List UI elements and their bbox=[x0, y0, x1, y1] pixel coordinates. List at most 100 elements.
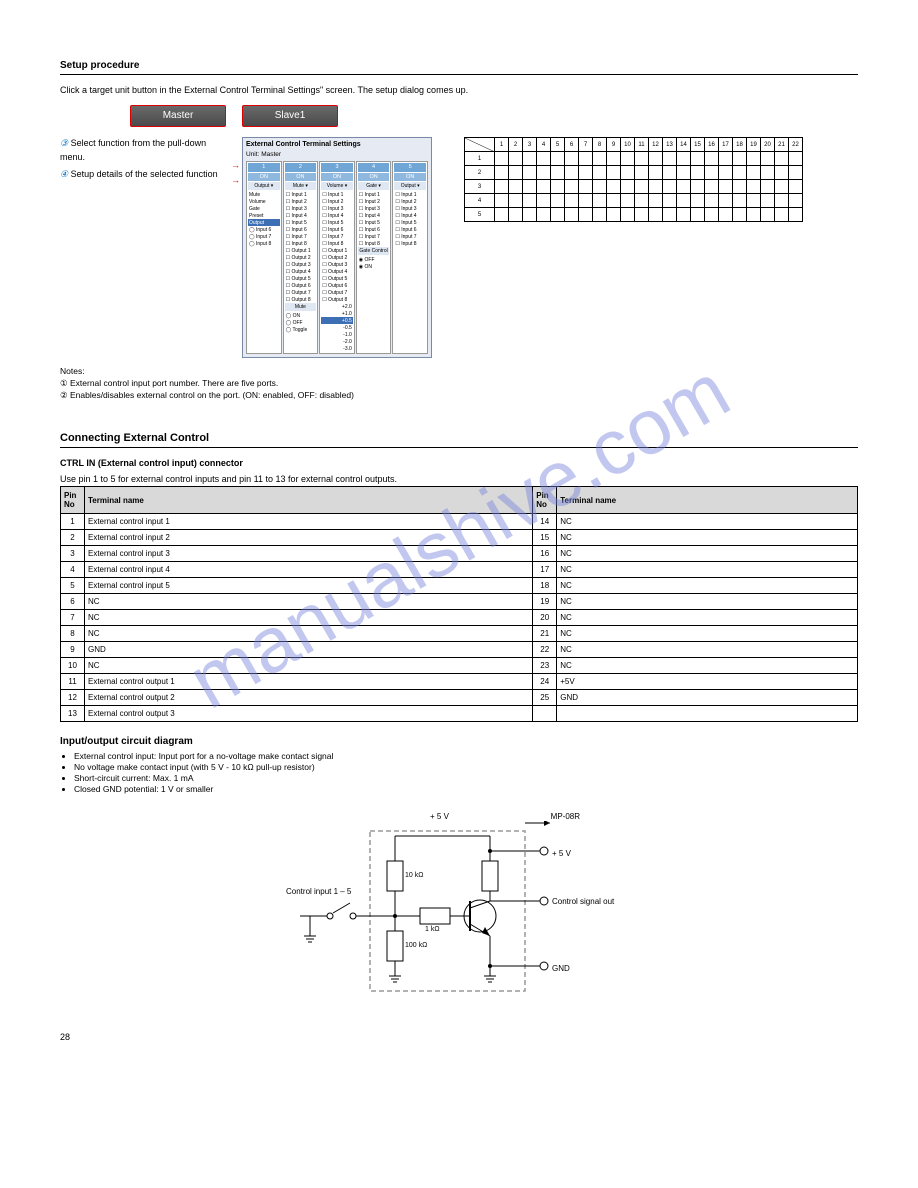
panel-opt[interactable]: ◯ ON bbox=[285, 312, 317, 319]
panel-item[interactable]: ☐ Input 1 bbox=[285, 191, 317, 198]
panel-col-mode[interactable]: Output ▾ bbox=[394, 182, 426, 190]
grid-cell bbox=[621, 180, 635, 194]
panel-column: 3ONVolume ▾☐ Input 1☐ Input 2☐ Input 3☐ … bbox=[319, 161, 355, 354]
panel-col-mode[interactable]: Volume ▾ bbox=[321, 182, 353, 190]
panel-item[interactable]: Gate bbox=[248, 205, 280, 212]
panel-item[interactable]: ☐ Output 1 bbox=[285, 247, 317, 254]
panel-item[interactable]: ☐ Input 2 bbox=[321, 198, 353, 205]
grid-cell bbox=[593, 194, 607, 208]
panel-col-on[interactable]: ON bbox=[248, 173, 280, 182]
panel-item[interactable]: ☐ Input 2 bbox=[394, 198, 426, 205]
notes-line1: ① External control input port number. Th… bbox=[60, 378, 858, 390]
pin-no: 4 bbox=[61, 562, 85, 578]
panel-item[interactable]: ☐ Input 3 bbox=[358, 205, 390, 212]
panel-item[interactable]: Preset bbox=[248, 212, 280, 219]
panel-item[interactable]: ☐ Output 3 bbox=[321, 261, 353, 268]
panel-item[interactable]: ☐ Output 2 bbox=[321, 254, 353, 261]
panel-item[interactable]: ☐ Input 3 bbox=[394, 205, 426, 212]
panel-col-mode[interactable]: Mute ▾ bbox=[285, 182, 317, 190]
panel-item[interactable]: ☐ Input 1 bbox=[394, 191, 426, 198]
grid-cell bbox=[635, 152, 649, 166]
panel-item[interactable]: ☐ Output 4 bbox=[321, 268, 353, 275]
panel-item[interactable]: ☐ Input 7 bbox=[358, 233, 390, 240]
panel-col-mode[interactable]: Output ▾ bbox=[248, 182, 280, 190]
panel-item[interactable]: ☐ Input 1 bbox=[321, 191, 353, 198]
panel-item[interactable]: ☐ Input 6 bbox=[321, 226, 353, 233]
panel-item[interactable]: ☐ Input 2 bbox=[285, 198, 317, 205]
master-button[interactable]: Master bbox=[130, 105, 226, 127]
panel-item[interactable]: ☐ Output 1 bbox=[321, 247, 353, 254]
panel-item[interactable]: Mute bbox=[248, 191, 280, 198]
panel-item[interactable]: ☐ Input 7 bbox=[321, 233, 353, 240]
panel-item[interactable]: ☐ Output 4 bbox=[285, 268, 317, 275]
panel-vol[interactable]: -3.0 bbox=[321, 345, 353, 352]
panel-item[interactable]: ☐ Input 8 bbox=[358, 240, 390, 247]
pin-no: 9 bbox=[61, 642, 85, 658]
panel-item[interactable]: ☐ Input 6 bbox=[394, 226, 426, 233]
panel-item[interactable]: ◯ Input 7 bbox=[248, 233, 280, 240]
panel-vol[interactable]: +2.0 bbox=[321, 303, 353, 310]
panel-item[interactable]: ☐ Output 6 bbox=[321, 282, 353, 289]
panel-item[interactable]: ☐ Input 2 bbox=[358, 198, 390, 205]
panel-item[interactable]: ☐ Input 5 bbox=[285, 219, 317, 226]
panel-item[interactable]: ☐ Output 5 bbox=[285, 275, 317, 282]
panel-item[interactable]: ☐ Input 8 bbox=[285, 240, 317, 247]
panel-item[interactable]: ☐ Output 6 bbox=[285, 282, 317, 289]
grid-cell bbox=[495, 152, 509, 166]
panel-item[interactable]: ☐ Input 3 bbox=[285, 205, 317, 212]
panel-item[interactable]: ☐ Output 3 bbox=[285, 261, 317, 268]
panel-col-mode[interactable]: Gate ▾ bbox=[358, 182, 390, 190]
panel-item[interactable]: ☐ Input 5 bbox=[321, 219, 353, 226]
panel-item[interactable]: ☐ Input 6 bbox=[358, 226, 390, 233]
panel-item[interactable]: Output bbox=[248, 219, 280, 226]
panel-opt[interactable]: ◯ Toggle bbox=[285, 326, 317, 333]
panel-item[interactable]: ☐ Output 5 bbox=[321, 275, 353, 282]
panel-opt[interactable]: ◉ ON bbox=[358, 263, 390, 270]
panel-col-on[interactable]: ON bbox=[394, 173, 426, 182]
th-term: Terminal name bbox=[557, 487, 858, 514]
slave1-button[interactable]: Slave1 bbox=[242, 105, 338, 127]
panel-item[interactable]: ☐ Input 4 bbox=[358, 212, 390, 219]
panel-item[interactable]: ☐ Input 4 bbox=[285, 212, 317, 219]
pin-term: GND bbox=[557, 690, 858, 706]
panel-item[interactable]: ☐ Input 8 bbox=[394, 240, 426, 247]
panel-item[interactable]: Volume bbox=[248, 198, 280, 205]
panel-item[interactable]: ☐ Output 8 bbox=[285, 296, 317, 303]
setup-intro: Click a target unit button in the Extern… bbox=[60, 85, 858, 95]
grid-cell bbox=[705, 194, 719, 208]
panel-item[interactable]: ☐ Input 4 bbox=[394, 212, 426, 219]
panel-vol[interactable]: -1.0 bbox=[321, 331, 353, 338]
panel-item[interactable]: ◯ Input 8 bbox=[248, 240, 280, 247]
panel-opt[interactable]: ◯ OFF bbox=[285, 319, 317, 326]
grid-col-head: 21 bbox=[775, 138, 789, 152]
panel-item[interactable]: ☐ Input 6 bbox=[285, 226, 317, 233]
panel-vol[interactable]: +0.5 bbox=[321, 317, 353, 324]
pin-term: +5V bbox=[557, 674, 858, 690]
pin-term: External control output 3 bbox=[85, 706, 533, 722]
panel-item[interactable]: ☐ Output 8 bbox=[321, 296, 353, 303]
panel-opt[interactable]: ◉ OFF bbox=[358, 256, 390, 263]
panel-item[interactable]: ☐ Input 5 bbox=[358, 219, 390, 226]
panel-col-num: 3 bbox=[321, 163, 353, 172]
panel-item[interactable]: ☐ Input 7 bbox=[285, 233, 317, 240]
panel-item[interactable]: ☐ Output 7 bbox=[285, 289, 317, 296]
panel-item[interactable]: ☐ Input 4 bbox=[321, 212, 353, 219]
panel-col-on[interactable]: ON bbox=[321, 173, 353, 182]
panel-item[interactable]: ☐ Output 7 bbox=[321, 289, 353, 296]
panel-item[interactable]: ☐ Input 7 bbox=[394, 233, 426, 240]
panel-sub-label: Mute bbox=[285, 303, 317, 311]
step3-label: ③ bbox=[60, 138, 68, 148]
panel-item[interactable]: ☐ Input 8 bbox=[321, 240, 353, 247]
panel-item[interactable]: ☐ Input 1 bbox=[358, 191, 390, 198]
panel-col-on[interactable]: ON bbox=[285, 173, 317, 182]
panel-vol[interactable]: +1.0 bbox=[321, 310, 353, 317]
panel-vol[interactable]: -0.5 bbox=[321, 324, 353, 331]
panel-vol[interactable]: -2.0 bbox=[321, 338, 353, 345]
panel-item[interactable]: ☐ Output 2 bbox=[285, 254, 317, 261]
grid-col-head: 19 bbox=[747, 138, 761, 152]
grid-col-head: 3 bbox=[523, 138, 537, 152]
panel-col-on[interactable]: ON bbox=[358, 173, 390, 182]
panel-item[interactable]: ☐ Input 5 bbox=[394, 219, 426, 226]
panel-item[interactable]: ◯ Input 6 bbox=[248, 226, 280, 233]
panel-item[interactable]: ☐ Input 3 bbox=[321, 205, 353, 212]
